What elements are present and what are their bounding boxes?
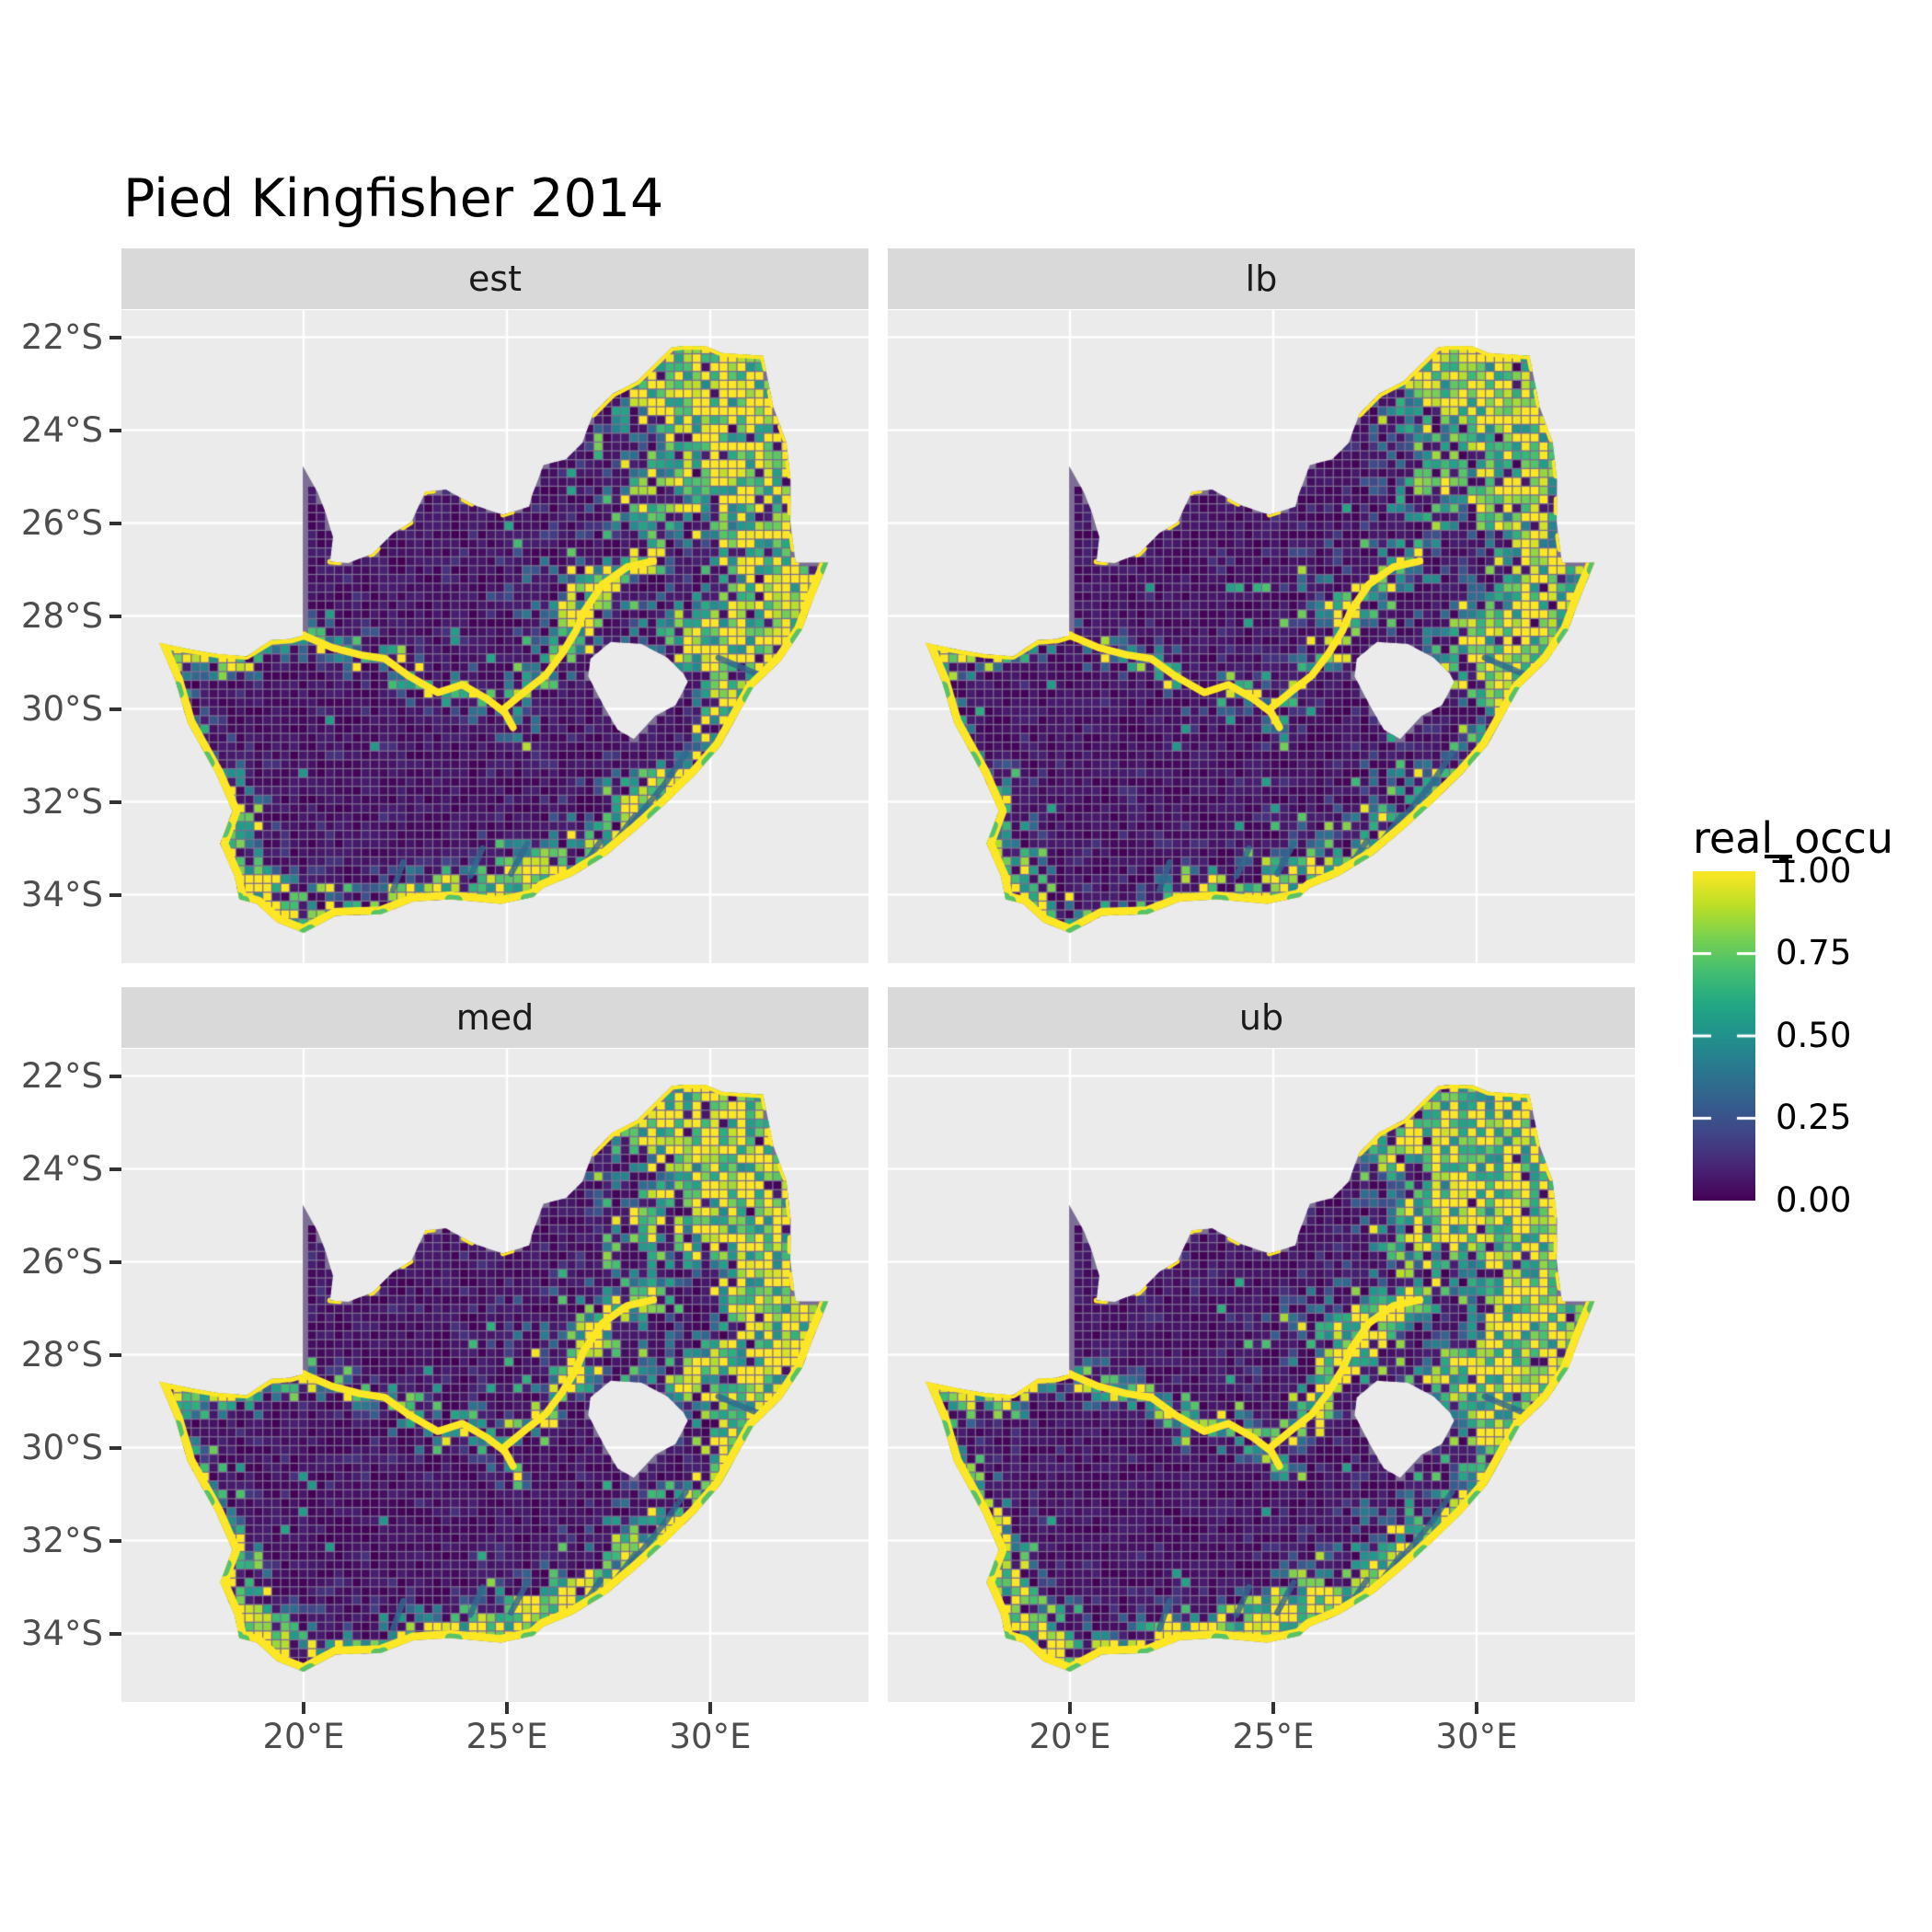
facet-strip-ub-label: ub [1238,997,1284,1038]
map-panel-ub [888,1049,1635,1702]
y-axis-label: 26°S [20,1241,103,1282]
x-axis-label: 20°E [1029,1717,1111,1756]
legend-label-025: 0.25 [1776,1098,1852,1137]
y-axis-label: 32°S [20,781,103,822]
y-axis-tick [109,1074,121,1078]
y-axis-label: 32°S [20,1520,103,1560]
x-axis-tick [302,1702,305,1714]
y-axis-label: 24°S [20,1148,103,1189]
legend-top-tick [1765,855,1792,858]
map-panel-med [121,1049,868,1702]
x-axis-label: 25°E [466,1717,548,1756]
y-axis-tick [109,892,121,897]
x-axis-label: 20°E [262,1717,345,1756]
facet-strip-est-label: est [467,259,523,299]
x-axis-tick [1068,1702,1072,1714]
y-axis-tick [109,1631,121,1636]
facet-strip-ub: ub [888,987,1635,1048]
x-axis-label: 30°E [669,1717,752,1756]
facet-strip-est: est [121,248,868,309]
x-axis-tick [708,1702,712,1714]
y-axis-tick [109,521,121,525]
y-axis-tick [109,335,121,339]
y-axis-label: 28°S [20,595,103,636]
facet-strip-med-label: med [455,997,535,1038]
y-axis-tick [109,1445,121,1450]
y-axis-tick [109,1352,121,1357]
facet-strip-med: med [121,987,868,1048]
legend-title: real_occu [1693,813,1894,863]
y-axis-label: 24°S [20,409,103,450]
facet-strip-lb-label: lb [1245,259,1278,299]
map-panel-est [121,310,868,963]
y-axis-label: 34°S [20,874,103,914]
y-axis-label: 34°S [20,1613,103,1653]
facet-strip-lb: lb [888,248,1635,309]
x-axis-tick [1475,1702,1478,1714]
x-axis-tick [505,1702,509,1714]
legend-label-075: 0.75 [1776,933,1852,972]
y-axis-tick [109,799,121,804]
x-axis-label: 30°E [1435,1717,1518,1756]
y-axis-tick [109,428,121,432]
legend-label-000: 0.00 [1776,1180,1852,1220]
y-axis-label: 28°S [20,1334,103,1374]
y-axis-label: 30°S [20,688,103,729]
y-axis-label: 30°S [20,1427,103,1467]
x-axis-label: 25°E [1232,1717,1315,1756]
x-axis-tick [1271,1702,1275,1714]
y-axis-label: 22°S [20,316,103,357]
y-axis-tick [109,1259,121,1264]
y-axis-label: 26°S [20,502,103,543]
plot-title: Pied Kingfisher 2014 [123,168,664,229]
y-axis-tick [109,707,121,711]
y-axis-label: 22°S [20,1055,103,1096]
y-axis-tick [109,1538,121,1543]
y-axis-tick [109,1167,121,1171]
legend-label-050: 0.50 [1776,1016,1852,1055]
map-panel-lb [888,310,1635,963]
legend-colorbar [1693,871,1755,1201]
legend-label-100: 1.00 [1776,851,1852,891]
y-axis-tick [109,614,121,618]
